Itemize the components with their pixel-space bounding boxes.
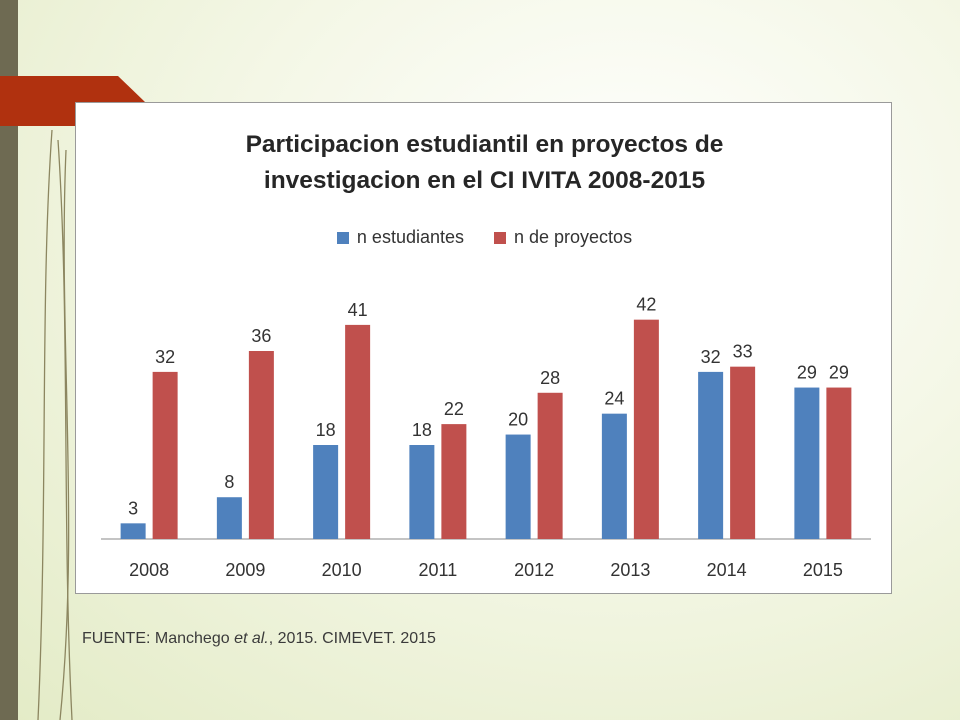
legend-item-estudiantes: n estudiantes bbox=[336, 227, 464, 248]
data-label-proyectos-2010: 41 bbox=[348, 300, 368, 320]
bar-proyectos-2009 bbox=[248, 351, 274, 539]
data-label-estudiantes-2008: 3 bbox=[128, 498, 138, 518]
data-label-proyectos-2013: 42 bbox=[636, 295, 656, 315]
data-label-estudiantes-2012: 20 bbox=[508, 410, 528, 430]
data-label-estudiantes-2009: 8 bbox=[224, 472, 234, 492]
source-suffix: , 2015. CIMEVET. 2015 bbox=[268, 630, 436, 647]
legend-swatch-proyectos bbox=[494, 231, 506, 244]
bar-estudiantes-2012 bbox=[505, 434, 531, 539]
bar-proyectos-2010 bbox=[345, 324, 371, 539]
data-label-proyectos-2009: 36 bbox=[251, 326, 271, 346]
bar-estudiantes-2010 bbox=[313, 445, 339, 539]
data-label-estudiantes-2014: 32 bbox=[701, 347, 721, 367]
source-prefix: FUENTE: Manchego bbox=[82, 630, 235, 647]
data-label-estudiantes-2015: 29 bbox=[797, 363, 817, 383]
legend-label-proyectos: n de proyectos bbox=[514, 227, 633, 247]
x-tick-label-2010: 2010 bbox=[322, 560, 362, 580]
bar-estudiantes-2008 bbox=[120, 523, 146, 539]
bar-estudiantes-2011 bbox=[409, 445, 435, 539]
data-label-estudiantes-2011: 18 bbox=[412, 420, 432, 440]
data-label-proyectos-2008: 32 bbox=[155, 347, 175, 367]
bar-proyectos-2012 bbox=[537, 392, 563, 539]
bar-proyectos-2014 bbox=[730, 366, 756, 539]
data-label-estudiantes-2013: 24 bbox=[604, 389, 624, 409]
bar-proyectos-2013 bbox=[633, 319, 659, 539]
bar-estudiantes-2013 bbox=[601, 413, 627, 539]
bar-estudiantes-2009 bbox=[216, 497, 242, 539]
x-tick-label-2012: 2012 bbox=[514, 560, 554, 580]
source-italic: et al. bbox=[234, 630, 269, 647]
data-label-proyectos-2011: 22 bbox=[444, 399, 464, 419]
slide-side-bar bbox=[0, 0, 18, 720]
bar-chart-plot: 3 32 2008 8 36 2009 18 41 2010 18 22 2011 20 28 2012 24… bbox=[101, 295, 871, 580]
chart-title-line-1: Participacion estudiantil en proyectos d… bbox=[245, 131, 724, 158]
x-tick-label-2014: 2014 bbox=[707, 560, 747, 580]
x-tick-label-2011: 2011 bbox=[419, 560, 458, 580]
chart-title-line-2: investigacion en el CI IVITA 2008-2015 bbox=[263, 167, 706, 194]
source-citation: FUENTE: Manchego et al., 2015. CIMEVET. … bbox=[82, 630, 436, 648]
x-tick-label-2009: 2009 bbox=[225, 560, 265, 580]
chart-frame: Participacion estudiantil en proyectos d… bbox=[75, 102, 892, 594]
bar-proyectos-2008 bbox=[152, 371, 178, 539]
x-tick-label-2015: 2015 bbox=[803, 560, 843, 580]
data-label-proyectos-2012: 28 bbox=[540, 368, 560, 388]
data-label-proyectos-2014: 33 bbox=[733, 342, 753, 362]
chart-legend: n estudiantes n de proyectos bbox=[76, 227, 893, 248]
data-label-proyectos-2015: 29 bbox=[829, 363, 849, 383]
chart-title: Participacion estudiantil en proyectos d… bbox=[76, 127, 893, 199]
bar-estudiantes-2015 bbox=[794, 387, 820, 539]
decorative-lines bbox=[37, 129, 73, 720]
bar-proyectos-2015 bbox=[826, 387, 852, 539]
x-tick-label-2008: 2008 bbox=[129, 560, 169, 580]
bar-proyectos-2011 bbox=[441, 424, 467, 539]
legend-swatch-estudiantes bbox=[336, 231, 349, 244]
legend-label-estudiantes: n estudiantes bbox=[356, 227, 464, 247]
legend-item-proyectos: n de proyectos bbox=[494, 227, 632, 248]
x-tick-label-2013: 2013 bbox=[610, 560, 650, 580]
data-label-estudiantes-2010: 18 bbox=[316, 420, 336, 440]
bar-estudiantes-2014 bbox=[698, 371, 724, 539]
